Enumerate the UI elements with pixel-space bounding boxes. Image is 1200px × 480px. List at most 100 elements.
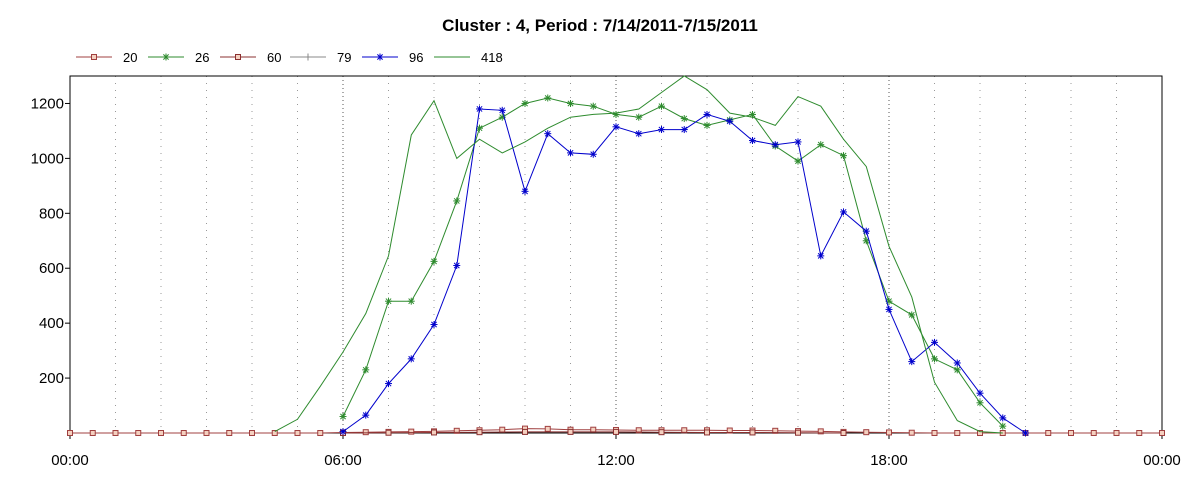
data-point (613, 428, 619, 435)
data-point (498, 106, 506, 114)
data-point (180, 430, 187, 436)
data-point (235, 54, 241, 60)
series-60 (340, 428, 847, 436)
series-layer (67, 75, 1165, 437)
data-point (680, 115, 688, 123)
data-point (658, 429, 665, 436)
data-point (999, 422, 1007, 430)
data-point (771, 141, 779, 149)
data-point (362, 366, 370, 374)
data-point (908, 311, 916, 319)
data-point (453, 261, 461, 269)
data-point (1045, 430, 1052, 436)
data-point (249, 430, 255, 436)
legend-item: 79 (290, 50, 351, 65)
data-point (886, 429, 892, 436)
data-point (953, 366, 961, 374)
data-point (304, 53, 312, 61)
series-line (274, 75, 1003, 434)
data-point (567, 149, 574, 157)
data-point (362, 429, 369, 436)
data-point (1090, 430, 1097, 436)
x-tick-label: 06:00 (324, 452, 362, 469)
data-point (589, 102, 597, 110)
chart-legend: 20 26 60 79 96 418 (76, 50, 503, 65)
data-point (772, 427, 779, 434)
data-point (1136, 430, 1143, 436)
data-point (1022, 429, 1029, 437)
legend-label: 26 (195, 50, 209, 65)
data-point (522, 428, 528, 435)
data-point (67, 430, 73, 436)
series-96 (339, 105, 1029, 437)
data-point (430, 321, 438, 329)
legend-item: 60 (220, 50, 281, 65)
data-point (431, 429, 437, 436)
legend-label: 20 (123, 50, 137, 65)
data-point (317, 430, 324, 436)
data-point (840, 208, 847, 216)
data-point (1159, 430, 1165, 436)
data-point (544, 94, 552, 102)
data-point (976, 399, 984, 407)
data-point (658, 126, 665, 134)
y-tick-label: 800 (39, 205, 64, 222)
legend-item: 96 (362, 50, 423, 65)
x-tick-label: 00:00 (1143, 452, 1181, 469)
y-tick-label: 400 (39, 315, 64, 332)
data-point (339, 428, 347, 436)
data-point (726, 117, 734, 125)
y-tick-label: 1000 (31, 150, 64, 167)
data-point (476, 429, 483, 436)
data-point (544, 425, 551, 432)
data-point (612, 110, 620, 118)
data-point (954, 430, 961, 436)
data-point (567, 428, 574, 435)
data-point (999, 414, 1007, 422)
data-point (885, 305, 893, 313)
y-axis: 200 400 600 800 1000 1200 (31, 95, 70, 387)
data-point (521, 99, 529, 107)
data-point (1113, 430, 1120, 436)
legend-label: 60 (267, 50, 281, 65)
data-point (385, 297, 392, 305)
data-point (635, 427, 642, 434)
data-point (430, 257, 438, 265)
data-point (499, 426, 506, 433)
data-point (817, 252, 825, 260)
data-point (635, 113, 643, 121)
data-point (89, 430, 96, 436)
data-point (680, 126, 688, 134)
data-point (635, 130, 643, 138)
data-point (931, 430, 938, 436)
x-tick-label: 18:00 (870, 452, 908, 469)
y-tick-label: 200 (39, 370, 64, 387)
data-point (91, 54, 97, 60)
data-point (794, 157, 802, 165)
data-point (544, 130, 552, 138)
legend-item: 26 (148, 50, 209, 65)
data-point (931, 338, 938, 346)
data-point (840, 152, 847, 160)
data-point (931, 355, 938, 363)
data-point (407, 355, 415, 363)
legend-item: 418 (434, 50, 503, 65)
data-point (749, 429, 756, 436)
data-point (977, 430, 983, 436)
data-point (612, 123, 620, 131)
series-line (342, 108, 1026, 434)
data-point (362, 411, 370, 419)
legend-label: 418 (481, 50, 503, 65)
data-point (817, 428, 824, 435)
data-point (203, 430, 210, 436)
data-point (112, 430, 119, 436)
chart-title: Cluster : 4, Period : 7/14/2011-7/15/201… (442, 16, 758, 35)
data-point (862, 227, 870, 235)
data-point (749, 137, 756, 145)
data-point (453, 197, 461, 205)
data-point (385, 429, 392, 436)
x-axis: 00:00 06:00 12:00 18:00 00:00 (51, 433, 1181, 469)
data-point (908, 429, 915, 436)
data-point (976, 389, 984, 397)
data-point (294, 430, 301, 436)
